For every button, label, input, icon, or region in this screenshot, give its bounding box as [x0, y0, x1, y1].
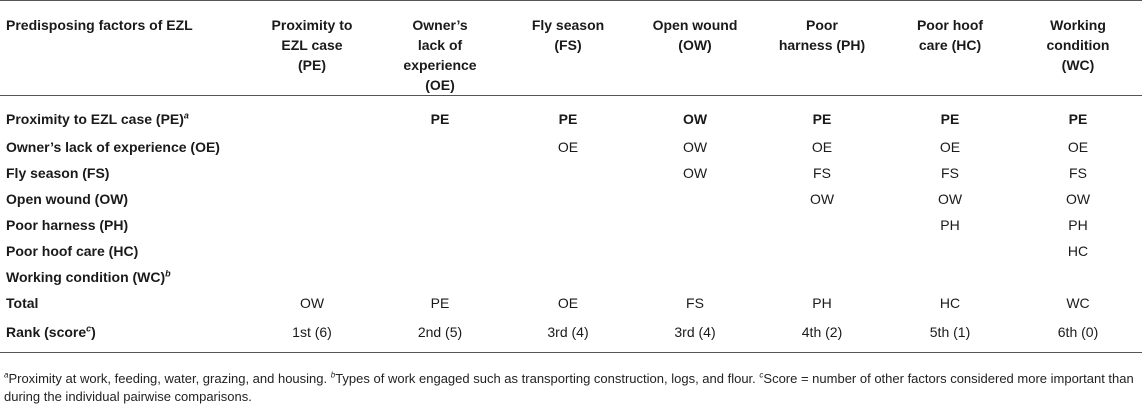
table-cell: PH: [940, 217, 960, 233]
header-hc: Poor hoof care (HC): [916, 17, 984, 53]
table-row-total: Total OW PE OE FS PH HC WC: [0, 290, 1142, 316]
header-ph: Poor harness (PH): [778, 17, 866, 53]
table-row: Working condition (WC)b: [0, 264, 1142, 290]
table-cell: [504, 186, 632, 212]
row-label: Open wound (OW): [6, 191, 129, 207]
pairwise-ranking-table: Predisposing factors of EZL Proximity to…: [0, 0, 1142, 353]
table-cell: PE: [430, 295, 450, 311]
table-cell: OW: [809, 191, 835, 207]
header-wc: Working condition (WC): [1046, 17, 1110, 73]
row-label: Poor hoof care (HC): [6, 243, 139, 259]
table-cell: [886, 238, 1014, 264]
table-cell: [248, 160, 376, 186]
table-cell: [376, 186, 504, 212]
table-cell: OW: [682, 165, 708, 181]
table-cell: PE: [812, 111, 832, 127]
table-cell: [376, 160, 504, 186]
table-cell: FS: [941, 165, 959, 181]
table-row: Proximity to EZL case (PE)a PE PE OW PE …: [0, 96, 1142, 135]
table-cell: OE: [557, 139, 579, 155]
table-cell: PE: [940, 111, 960, 127]
table-footnotes: aProximity at work, feeding, water, graz…: [4, 370, 1134, 404]
table-cell: 5th (1): [929, 324, 971, 340]
table-cell: [248, 238, 376, 264]
table-cell: [248, 264, 376, 290]
table-cell: OE: [811, 139, 833, 155]
table-cell: [504, 160, 632, 186]
table-cell: OE: [1067, 139, 1089, 155]
table-cell: PE: [1068, 111, 1088, 127]
table-cell: [248, 134, 376, 160]
table-cell: [1014, 264, 1142, 290]
table-cell: [376, 134, 504, 160]
table-cell: OW: [682, 111, 708, 127]
table-cell: 1st (6): [292, 324, 332, 340]
table-cell: OW: [299, 295, 325, 311]
table-cell: [376, 238, 504, 264]
table-cell: [248, 212, 376, 238]
table-cell: 6th (0): [1057, 324, 1099, 340]
header-pe: Proximity to EZL case (PE): [271, 17, 353, 73]
footnote-b: Types of work engaged such as transporti…: [335, 371, 756, 386]
table-cell: FS: [813, 165, 831, 181]
table-cell: [632, 212, 758, 238]
table-row: Poor harness (PH) PH PH: [0, 212, 1142, 238]
header-oe: Owner’s lack of experience (OE): [403, 17, 477, 93]
table-cell: [504, 264, 632, 290]
row-label: Fly season (FS): [6, 165, 110, 181]
table-cell: HC: [1067, 243, 1089, 259]
table-row: Poor hoof care (HC) HC: [0, 238, 1142, 264]
footnote-a: Proximity at work, feeding, water, grazi…: [8, 371, 328, 386]
table-cell: WC: [1066, 295, 1090, 311]
table-cell: 3rd (4): [547, 324, 589, 340]
table-cell: OE: [557, 295, 579, 311]
footnote-c: Score = number of other factors consider…: [4, 371, 1134, 404]
table-cell: [376, 264, 504, 290]
table-header-row: Predisposing factors of EZL Proximity to…: [0, 0, 1142, 96]
table-cell: [758, 238, 886, 264]
table-cell: [758, 264, 886, 290]
row-label: Poor harness (PH): [6, 217, 129, 233]
row-label: Rank (scorec): [6, 323, 96, 340]
table-cell: PE: [430, 111, 450, 127]
table-cell: FS: [686, 295, 704, 311]
table-cell: PH: [812, 295, 832, 311]
row-label: Owner’s lack of experience (OE): [6, 139, 220, 155]
table-cell: [504, 238, 632, 264]
table-row: Owner’s lack of experience (OE) OE OW OE…: [0, 134, 1142, 160]
table-cell: PE: [558, 111, 578, 127]
table-cell: [376, 212, 504, 238]
table-cell: [758, 212, 886, 238]
table-cell: [632, 238, 758, 264]
row-label: Proximity to EZL case (PE)a: [6, 110, 189, 127]
table-row-rank: Rank (scorec) 1st (6) 2nd (5) 3rd (4) 3r…: [0, 316, 1142, 353]
table-cell: [886, 264, 1014, 290]
row-label: Working condition (WC)b: [6, 268, 171, 285]
table-cell: OW: [682, 139, 708, 155]
header-factors: Predisposing factors of EZL: [6, 17, 193, 33]
table-cell: 4th (2): [801, 324, 843, 340]
table-cell: [248, 186, 376, 212]
table-cell: PH: [1068, 217, 1088, 233]
table-cell: FS: [1069, 165, 1087, 181]
table-cell: 2nd (5): [417, 324, 463, 340]
row-label: Total: [6, 295, 39, 311]
table-cell: [632, 186, 758, 212]
table-cell: [248, 96, 376, 135]
table-row: Open wound (OW) OW OW OW: [0, 186, 1142, 212]
table-cell: HC: [939, 295, 961, 311]
table-cell: [504, 212, 632, 238]
header-ow: Open wound (OW): [652, 17, 738, 53]
table-cell: OE: [939, 139, 961, 155]
table-cell: OW: [1065, 191, 1091, 207]
table-cell: [632, 264, 758, 290]
header-fs: Fly season (FS): [531, 17, 605, 53]
table-cell: OW: [937, 191, 963, 207]
table-cell: 3rd (4): [674, 324, 716, 340]
table-row: Fly season (FS) OW FS FS FS: [0, 160, 1142, 186]
